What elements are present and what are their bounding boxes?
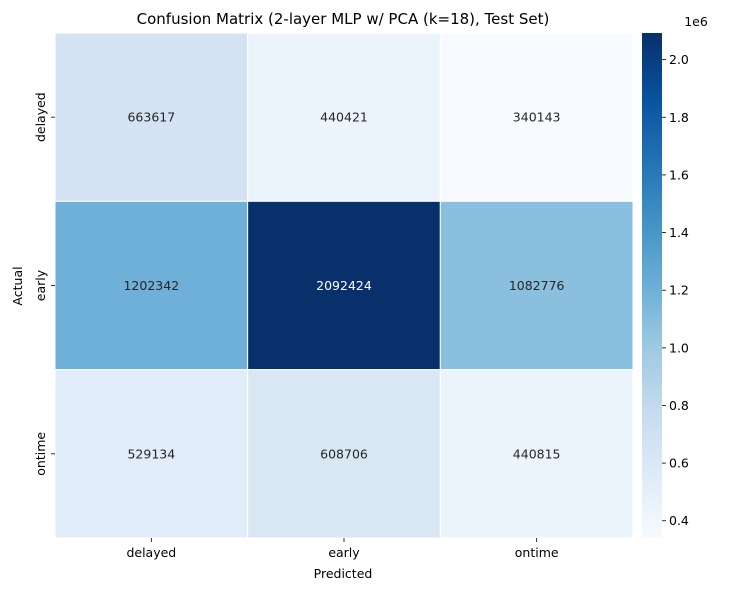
cell-value-label: 663617 bbox=[127, 110, 175, 125]
x-axis-label: Predicted bbox=[314, 566, 373, 581]
heatmap-cell bbox=[54, 32, 249, 202]
cell-value-label: 608706 bbox=[320, 446, 368, 461]
heatmap-cell bbox=[54, 200, 249, 371]
colorbar-ticks: 0.4 0.6 0.8 1.0 1.2 1.4 1.6 1.8 2.0 bbox=[662, 52, 689, 528]
cell-value-label: 440421 bbox=[320, 110, 368, 125]
colorbar-tick-label: 1.2 bbox=[669, 283, 689, 298]
heatmap-cell-labels: 663617 440421 340143 1202342 2092424 1082776 5… bbox=[123, 110, 564, 462]
y-tick-label: early bbox=[33, 269, 48, 301]
colorbar-tick-label: 1.0 bbox=[669, 340, 689, 355]
heatmap-cells bbox=[54, 32, 634, 539]
heatmap-cell bbox=[247, 200, 441, 371]
heatmap-cell bbox=[439, 200, 634, 371]
cell-value-label: 529134 bbox=[127, 446, 175, 461]
y-axis-label: Actual bbox=[10, 266, 25, 305]
x-tick-label: early bbox=[328, 545, 360, 560]
y-tick-label: ontime bbox=[33, 432, 48, 476]
x-tick-label: ontime bbox=[515, 545, 559, 560]
cell-value-label: 1202342 bbox=[123, 278, 179, 293]
colorbar-offset-label: 1e6 bbox=[684, 14, 708, 29]
cell-value-label: 340143 bbox=[513, 110, 561, 125]
cell-value-label: 1082776 bbox=[509, 278, 565, 293]
colorbar-tick-label: 1.6 bbox=[669, 167, 689, 182]
heatmap-cell bbox=[247, 32, 441, 202]
colorbar-tick-label: 0.6 bbox=[669, 456, 689, 471]
heatmap-cell bbox=[247, 369, 441, 539]
cell-value-label: 440815 bbox=[513, 446, 561, 461]
colorbar-tick-label: 1.4 bbox=[669, 225, 689, 240]
chart-title: Confusion Matrix (2-layer MLP w/ PCA (k=… bbox=[137, 10, 550, 28]
colorbar bbox=[642, 33, 662, 538]
colorbar-tick-label: 0.8 bbox=[669, 398, 689, 413]
colorbar-tick-label: 1.8 bbox=[669, 110, 689, 125]
x-tick-label: delayed bbox=[126, 545, 176, 560]
colorbar-tick-label: 0.4 bbox=[669, 513, 689, 528]
heatmap-cell bbox=[54, 369, 249, 539]
y-tick-label: delayed bbox=[33, 92, 48, 142]
cell-value-label: 2092424 bbox=[316, 278, 372, 293]
x-axis-ticks: delayed early ontime bbox=[126, 538, 559, 560]
colorbar-tick-label: 2.0 bbox=[669, 52, 689, 67]
heatmap-cell bbox=[439, 32, 634, 202]
y-axis-ticks: delayed early ontime bbox=[33, 92, 55, 476]
